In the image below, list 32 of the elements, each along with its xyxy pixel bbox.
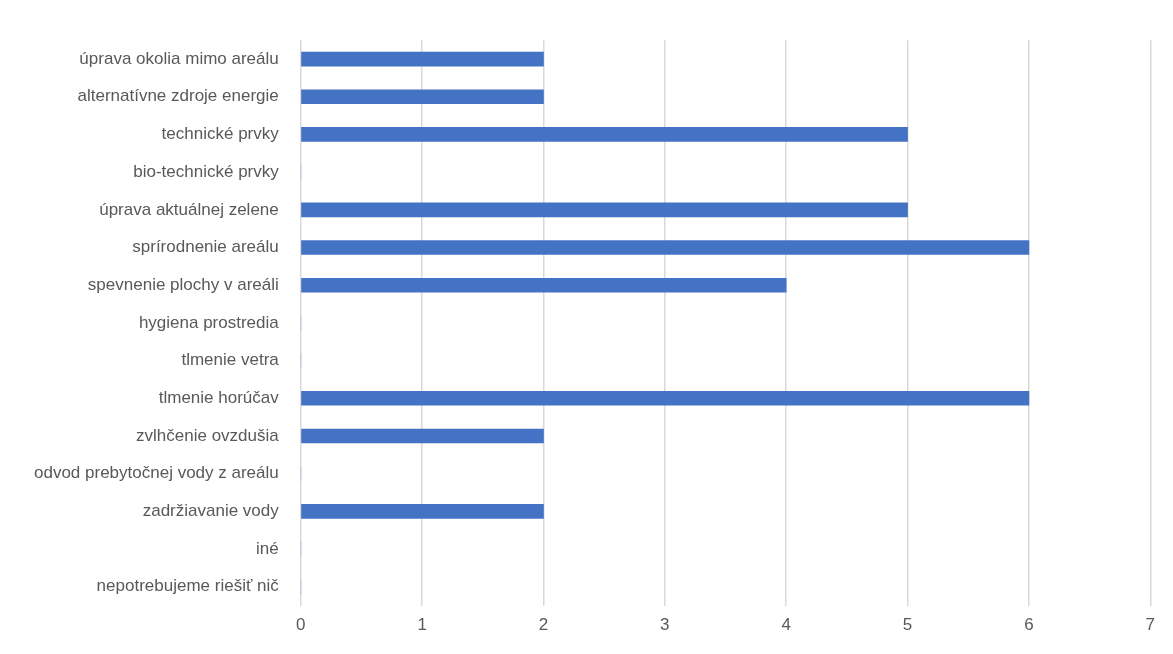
y-tick-label: odvod prebytočnej vody z areálu	[34, 463, 279, 483]
bar	[301, 277, 787, 293]
bar	[301, 202, 908, 218]
x-tick-label: 2	[538, 615, 549, 635]
y-tick-label: bio-technické prvky	[133, 161, 280, 181]
bar	[301, 51, 544, 67]
y-tick-label: spevnenie plochy v areáli	[87, 274, 279, 294]
y-tick-label: úprava aktuálnej zelene	[99, 199, 279, 219]
x-tick-label: 4	[781, 615, 791, 635]
x-tick-label: 1	[417, 615, 427, 635]
x-tick-label: 7	[1145, 615, 1156, 635]
x-tick-label: 6	[1024, 615, 1034, 635]
y-tick-label: iné	[256, 538, 279, 558]
x-tick-label: 0	[296, 615, 306, 635]
y-tick-label: hygiena prostredia	[138, 312, 280, 332]
y-tick-label: tlmenie horúčav	[158, 387, 280, 407]
y-tick-label: sprírodnenie areálu	[132, 237, 279, 257]
bar	[301, 428, 544, 444]
bar	[301, 89, 544, 105]
bar	[301, 127, 908, 142]
y-tick-label: zvlhčenie ovzdušia	[136, 425, 280, 445]
bar	[301, 390, 1030, 406]
y-tick-label: technické prvky	[161, 124, 280, 144]
bar	[301, 504, 544, 519]
x-tick-label: 5	[902, 615, 913, 635]
x-tick-label: 3	[660, 615, 670, 635]
y-tick-label: zadržiavanie vody	[142, 501, 280, 521]
y-tick-label: úprava okolia mimo areálu	[79, 48, 279, 68]
bar	[301, 240, 1030, 255]
y-tick-label: nepotrebujeme riešiť nič	[96, 576, 280, 596]
y-tick-label: alternatívne zdroje energie	[77, 86, 279, 106]
y-tick-label: tlmenie vetra	[181, 350, 280, 370]
